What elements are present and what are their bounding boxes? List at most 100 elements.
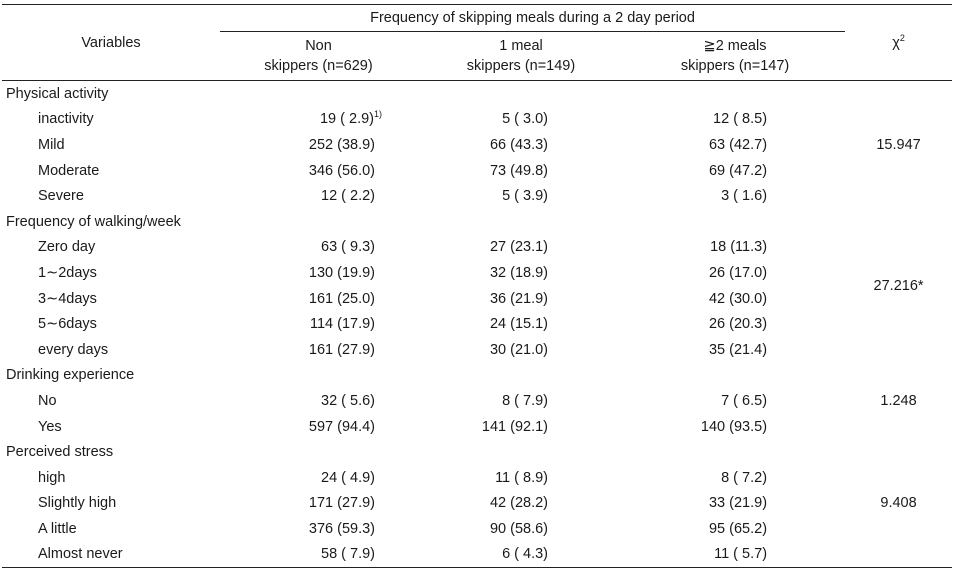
value-non-skippers: 19 ( 2.9)1) <box>220 107 417 133</box>
chi-square-value: 27.216* <box>873 277 924 294</box>
cell-value: 171 (27.9) <box>308 495 375 512</box>
results-table: Variables Frequency of skipping meals du… <box>2 4 953 568</box>
cell-value: 58 ( 7.9) <box>321 546 375 563</box>
table-row: high 24 ( 4.9) 11 ( 8.9) 8 ( 7.2) <box>2 465 952 491</box>
section-title: Physical activity <box>6 85 109 102</box>
value-2-meals: 140 (93.5) <box>700 418 768 435</box>
row-label: high <box>38 469 66 486</box>
value-1-meal: 6 ( 4.3) <box>417 541 625 568</box>
value-1-meal: 90 (58.6) <box>489 520 548 537</box>
value-2-meals: 35 (21.4) <box>708 341 768 358</box>
value-non-skippers: 24 ( 4.9) <box>220 465 417 491</box>
value-non-skippers: 58 ( 7.9) <box>220 541 417 568</box>
section-title: Frequency of walking/week <box>6 213 181 230</box>
table-row: Zero day 63 ( 9.3) 27 (23.1) 18 (11.3) <box>2 235 952 261</box>
value-non-skippers: 161 (27.9) <box>220 337 417 363</box>
section-row: Physical activity 15.947 <box>2 81 952 153</box>
table-row: 5∼6days 114 (17.9) 24 (15.1) 26 (20.3) <box>2 311 952 337</box>
col-header-line2: skippers (n=629) <box>264 58 373 74</box>
row-label: 1∼2days <box>38 264 97 281</box>
col-header-2-meals: ≧2 meals skippers (n=147) <box>625 31 846 81</box>
row-label: every days <box>38 341 109 358</box>
table-row: 1∼2days 130 (19.9) 32 (18.9) 26 (17.0) <box>2 260 952 286</box>
col-header-line2: skippers (n=147) <box>680 58 790 74</box>
value-1-meal: 30 (21.0) <box>489 341 548 358</box>
cell-value: 252 (38.9) <box>308 136 375 153</box>
row-label: Zero day <box>38 239 96 256</box>
value-2-meals: 95 (65.2) <box>708 520 768 537</box>
row-label: Severe <box>38 188 84 205</box>
value-1-meal: 36 (21.9) <box>489 290 548 307</box>
value-non-skippers: 114 (17.9) <box>220 311 417 337</box>
cell-value: 130 (19.9) <box>308 264 375 281</box>
col-header-line2: skippers (n=149) <box>466 58 576 74</box>
table-row: 3∼4days 161 (25.0) 36 (21.9) 42 (30.0) <box>2 286 952 312</box>
value-non-skippers: 161 (25.0) <box>220 286 417 312</box>
value-2-meals: 18 (11.3) <box>710 239 768 256</box>
chi-square-header: χ2 <box>845 4 953 81</box>
value-non-skippers: 63 ( 9.3) <box>220 235 417 261</box>
value-non-skippers: 346 (56.0) <box>220 158 417 184</box>
chi-superscript: 2 <box>899 32 905 43</box>
table-row: Mild 252 (38.9) 66 (43.3) 63 (42.7) <box>2 132 952 158</box>
value-2-meals: 12 ( 8.5) <box>713 111 768 128</box>
group-header: Frequency of skipping meals during a 2 d… <box>220 4 846 32</box>
row-label: Yes <box>38 418 62 435</box>
table-row: Moderate 346 (56.0) 73 (49.8) 69 (47.2) <box>2 158 952 184</box>
row-label: 5∼6days <box>38 316 97 333</box>
value-1-meal: 5 ( 3.0) <box>502 111 548 128</box>
value-1-meal: 5 ( 3.9) <box>502 188 548 205</box>
table-row: Slightly high 171 (27.9) 42 (28.2) 33 (21.9… <box>2 491 952 517</box>
cell-value: 597 (94.4) <box>308 418 375 435</box>
value-non-skippers: 32 ( 5.6) <box>220 388 417 414</box>
section-title: Perceived stress <box>6 444 114 461</box>
section-row: Frequency of walking/week 27.216* <box>2 209 952 294</box>
value-2-meals: 8 ( 7.2) <box>721 469 768 486</box>
row-label: Moderate <box>38 162 100 179</box>
chi-square-value: 15.947 <box>876 136 921 153</box>
value-1-meal: 8 ( 7.9) <box>502 392 548 409</box>
cell-value: 376 (59.3) <box>308 520 375 537</box>
value-2-meals: 11 ( 5.7) <box>625 541 846 568</box>
value-2-meals: 26 (17.0) <box>708 264 768 281</box>
value-1-meal: 73 (49.8) <box>489 162 548 179</box>
row-label: No <box>38 392 57 409</box>
row-label: Slightly high <box>38 495 117 512</box>
cell-value: 19 ( 2.9) <box>319 111 374 128</box>
value-2-meals: 26 (20.3) <box>708 316 768 333</box>
variables-header: Variables <box>2 4 220 81</box>
value-2-meals: 7 ( 6.5) <box>721 392 768 409</box>
row-label: Mild <box>38 136 65 153</box>
cell-value: 114 (17.9) <box>309 316 375 333</box>
cell-value: 161 (27.9) <box>308 341 375 358</box>
table-row: Almost never 58 ( 7.9) 6 ( 4.3) 11 ( 5.7) <box>2 541 952 568</box>
value-1-meal: 27 (23.1) <box>489 239 548 256</box>
value-2-meals: 69 (47.2) <box>708 162 768 179</box>
value-1-meal: 66 (43.3) <box>489 136 548 153</box>
value-non-skippers: 171 (27.9) <box>220 491 417 517</box>
cell-value: 161 (25.0) <box>308 290 375 307</box>
section-title: Drinking experience <box>6 367 135 384</box>
section-row: Perceived stress 9.408 <box>2 439 953 568</box>
row-label: 3∼4days <box>38 290 97 307</box>
table-row: Yes 597 (94.4) 141 (92.1) 140 (93.5) <box>2 414 952 440</box>
value-1-meal: 24 (15.1) <box>489 316 548 333</box>
chi-square-value: 1.248 <box>880 392 917 409</box>
value-2-meals: 42 (30.0) <box>708 290 768 307</box>
table-row: inactivity 19 ( 2.9)1) 5 ( 3.0) 12 ( 8.5) <box>2 107 952 133</box>
row-label: Almost never <box>2 541 220 568</box>
cell-value: 32 ( 5.6) <box>321 392 375 409</box>
value-non-skippers: 597 (94.4) <box>220 414 417 440</box>
table-body: Physical activity 15.947 inactivity 19 ( 2.… <box>2 81 953 568</box>
value-1-meal: 11 ( 8.9) <box>495 469 548 486</box>
row-label: inactivity <box>38 111 94 128</box>
chi-symbol: χ <box>892 34 900 51</box>
footnote-marker: 1) <box>373 109 382 120</box>
value-non-skippers: 252 (38.9) <box>220 132 417 158</box>
table-row: every days 161 (27.9) 30 (21.0) 35 (21.4) <box>2 337 952 363</box>
value-1-meal: 42 (28.2) <box>489 495 548 512</box>
table-header: Variables Frequency of skipping meals du… <box>2 4 953 81</box>
value-2-meals: 33 (21.9) <box>708 495 768 512</box>
value-non-skippers: 376 (59.3) <box>220 516 417 542</box>
